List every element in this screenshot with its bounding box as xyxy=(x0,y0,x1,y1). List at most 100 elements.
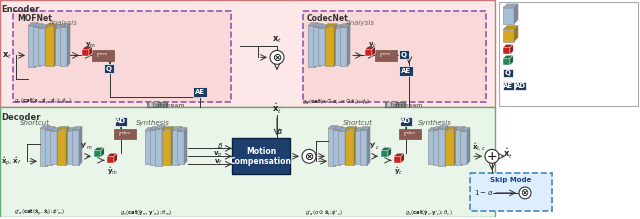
Polygon shape xyxy=(342,25,345,65)
FancyBboxPatch shape xyxy=(13,11,231,102)
Polygon shape xyxy=(365,46,375,49)
FancyBboxPatch shape xyxy=(0,107,495,217)
Text: $\mathbf{y}_m$: $\mathbf{y}_m$ xyxy=(85,41,96,50)
Circle shape xyxy=(485,149,499,163)
Polygon shape xyxy=(313,27,320,66)
Polygon shape xyxy=(335,126,338,166)
Polygon shape xyxy=(57,128,60,164)
Text: $g_s(\mathbf{cat}(\hat{\mathbf{y}}_c,\mathbf{y}'_c);\theta_c)$: $g_s(\mathbf{cat}(\hat{\mathbf{y}}_c,\ma… xyxy=(405,208,452,217)
Polygon shape xyxy=(45,130,52,165)
FancyBboxPatch shape xyxy=(470,173,552,211)
Polygon shape xyxy=(67,24,70,66)
Polygon shape xyxy=(55,28,62,65)
Polygon shape xyxy=(365,49,372,56)
Text: $\Gamma^{\rm enc}$: $\Gamma^{\rm enc}$ xyxy=(380,52,392,60)
Polygon shape xyxy=(60,24,70,27)
Text: $\mathbf{y}'_m$: $\mathbf{y}'_m$ xyxy=(81,141,93,152)
Polygon shape xyxy=(394,153,404,156)
Polygon shape xyxy=(94,150,101,157)
Polygon shape xyxy=(45,25,48,65)
Text: Shortcut latents: Shortcut latents xyxy=(514,59,558,64)
Text: $g'_a(\mathbf{cat}(\hat{\mathbf{x}}_p,\hat{\mathbf{x}}_f);\phi'_m)$: $g'_a(\mathbf{cat}(\hat{\mathbf{x}}_p,\h… xyxy=(14,207,65,218)
Polygon shape xyxy=(372,46,375,56)
FancyBboxPatch shape xyxy=(0,0,495,107)
Text: $g_a(\mathbf{cat}(\mathbf{x}_t,\hat{\mathbf{x}}_p,\hat{\mathbf{x}}_f);\phi_m)$: $g_a(\mathbf{cat}(\mathbf{x}_t,\hat{\mat… xyxy=(14,96,72,107)
Text: $g_a(\mathbf{cat}(\alpha\odot\mathbf{x}_t,\alpha\odot\hat{\mathbf{x}}_t);\phi_c): $g_a(\mathbf{cat}(\alpha\odot\mathbf{x}_… xyxy=(302,97,371,107)
Polygon shape xyxy=(155,129,162,166)
Polygon shape xyxy=(74,128,77,164)
Text: Conv. kernel 5 × 5: Conv. kernel 5 × 5 xyxy=(521,9,572,14)
Text: Analysis: Analysis xyxy=(345,20,374,26)
Polygon shape xyxy=(40,24,43,66)
Text: AD: AD xyxy=(115,118,127,124)
Polygon shape xyxy=(177,131,184,164)
Polygon shape xyxy=(67,128,77,131)
Polygon shape xyxy=(467,128,470,164)
FancyBboxPatch shape xyxy=(149,102,153,107)
Polygon shape xyxy=(107,153,117,156)
FancyBboxPatch shape xyxy=(303,11,486,102)
Circle shape xyxy=(302,149,316,163)
FancyBboxPatch shape xyxy=(499,2,638,106)
Polygon shape xyxy=(340,27,347,66)
Text: Encoder: Encoder xyxy=(1,5,40,14)
Polygon shape xyxy=(345,130,354,165)
Polygon shape xyxy=(72,127,82,130)
Text: Scalar quantization: Scalar quantization xyxy=(516,71,570,76)
Polygon shape xyxy=(145,131,152,164)
Polygon shape xyxy=(510,44,513,54)
Polygon shape xyxy=(428,131,435,164)
Polygon shape xyxy=(340,127,343,165)
FancyBboxPatch shape xyxy=(115,117,127,126)
Text: bitstream: bitstream xyxy=(155,103,185,108)
Text: MOFNet: MOFNet xyxy=(17,14,52,23)
FancyBboxPatch shape xyxy=(147,102,167,107)
FancyBboxPatch shape xyxy=(114,129,136,140)
Text: $1-\alpha$: $1-\alpha$ xyxy=(474,188,493,197)
Polygon shape xyxy=(354,127,357,165)
Text: Analysis: Analysis xyxy=(48,20,77,26)
Polygon shape xyxy=(333,127,343,130)
FancyBboxPatch shape xyxy=(503,82,514,90)
Polygon shape xyxy=(50,128,60,131)
Polygon shape xyxy=(335,25,345,28)
Text: $\hat{\mathbf{x}}_p,\hat{\mathbf{x}}_f$: $\hat{\mathbf{x}}_p,\hat{\mathbf{x}}_f$ xyxy=(1,155,21,168)
Polygon shape xyxy=(38,28,45,65)
Polygon shape xyxy=(440,127,443,165)
Polygon shape xyxy=(333,130,340,165)
Polygon shape xyxy=(152,128,155,164)
Polygon shape xyxy=(171,127,174,165)
Text: Shortcut: Shortcut xyxy=(20,120,50,126)
FancyBboxPatch shape xyxy=(385,102,405,107)
Polygon shape xyxy=(162,126,165,166)
Polygon shape xyxy=(340,24,350,27)
Polygon shape xyxy=(28,23,38,26)
Polygon shape xyxy=(355,131,362,164)
FancyBboxPatch shape xyxy=(399,50,409,59)
Text: $\otimes$: $\otimes$ xyxy=(304,151,314,162)
Polygon shape xyxy=(28,26,35,67)
Polygon shape xyxy=(67,131,74,164)
Polygon shape xyxy=(157,127,160,165)
Polygon shape xyxy=(101,147,104,157)
Polygon shape xyxy=(428,128,438,131)
Text: $\hat{\mathbf{y}}_c$: $\hat{\mathbf{y}}_c$ xyxy=(394,165,403,177)
Text: Skip Mode: Skip Mode xyxy=(490,177,532,183)
Polygon shape xyxy=(462,127,465,165)
Text: f  output features: f output features xyxy=(521,19,569,24)
Text: $\Gamma^{\rm dec}$: $\Gamma^{\rm dec}$ xyxy=(403,130,417,139)
FancyBboxPatch shape xyxy=(400,117,412,126)
Polygon shape xyxy=(45,127,55,130)
Text: Q: Q xyxy=(106,66,112,72)
Polygon shape xyxy=(454,127,457,165)
Polygon shape xyxy=(503,48,510,54)
Text: $\otimes$: $\otimes$ xyxy=(272,52,282,63)
Polygon shape xyxy=(394,156,401,163)
FancyBboxPatch shape xyxy=(399,66,413,76)
Polygon shape xyxy=(503,30,514,42)
Polygon shape xyxy=(33,24,43,27)
Polygon shape xyxy=(313,24,323,27)
Polygon shape xyxy=(33,27,40,66)
Polygon shape xyxy=(79,127,82,165)
Polygon shape xyxy=(162,127,174,130)
